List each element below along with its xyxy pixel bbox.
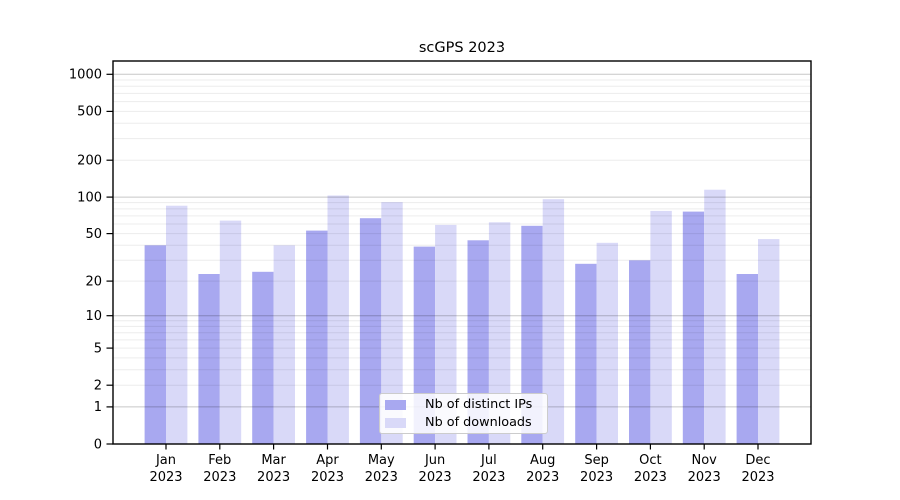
bar-downloads-apr: [327, 195, 349, 444]
bar-distinct-ips-dec: [736, 274, 758, 444]
bar-distinct-ips-mar: [252, 271, 274, 444]
y-tick-label-5: 5: [94, 341, 102, 356]
x-tick-label-sep: Sep 2023: [580, 453, 613, 485]
bar-distinct-ips-nov: [682, 211, 705, 444]
bar-downloads-dec: [758, 239, 780, 444]
y-tick-label-100: 100: [77, 190, 102, 205]
y-tick-label-1: 1: [94, 400, 102, 415]
bar-downloads-jun: [435, 224, 457, 444]
legend-item-downloads: Nb of downloads: [385, 414, 547, 432]
y-tick-label-200: 200: [77, 154, 102, 169]
bar-distinct-ips-feb: [198, 274, 220, 444]
axes-frame-layer: [112, 60, 812, 445]
y-tick-label-10: 10: [85, 309, 102, 324]
bar-downloads-may: [381, 202, 403, 444]
chart-legend: Nb of distinct IPs Nb of downloads: [379, 393, 548, 434]
x-tick-label-jul: Jul 2023: [472, 453, 505, 485]
x-tick-label-may: May 2023: [365, 453, 398, 485]
legend-swatch-downloads: [385, 417, 406, 428]
bar-downloads-jan: [166, 205, 188, 444]
y-tick-label-500: 500: [77, 105, 102, 120]
x-tick-label-dec: Dec 2023: [741, 453, 774, 485]
x-tick-label-oct: Oct 2023: [634, 453, 667, 485]
legend-swatch-distinct-ips: [385, 399, 406, 410]
bar-distinct-ips-may: [359, 218, 382, 444]
bar-distinct-ips-jan: [144, 245, 166, 444]
bar-downloads-feb: [219, 220, 242, 444]
x-tick-label-jun: Jun 2023: [419, 453, 452, 485]
bars-layer: [144, 189, 780, 444]
tick-labels-layer: 0 1 2 5 10 20 50 100 200 500 1000 Jan 2023 Feb 2023 Mar…: [69, 68, 775, 485]
x-tick-label-mar: Mar 2023: [257, 453, 290, 485]
x-tick-label-jan: Jan 2023: [149, 453, 182, 485]
bar-downloads-oct: [650, 210, 672, 444]
y-tick-label-20: 20: [85, 274, 102, 289]
chart-title: scGPS 2023: [419, 40, 505, 56]
legend-item-distinct-ips: Nb of distinct IPs: [385, 396, 547, 414]
x-tick-label-nov: Nov 2023: [688, 453, 721, 485]
bar-downloads-nov: [704, 189, 726, 444]
bar-downloads-aug: [542, 199, 565, 444]
y-tick-label-1000: 1000: [69, 68, 102, 83]
y-tick-label-50: 50: [85, 227, 102, 242]
plot-frame: [112, 60, 812, 445]
bar-distinct-ips-aug: [521, 225, 543, 444]
bar-distinct-ips-apr: [306, 230, 328, 444]
y-tick-label-2: 2: [94, 379, 102, 394]
x-tick-label-aug: Aug 2023: [526, 453, 559, 485]
ticks-layer: [106, 73, 759, 450]
legend-label-downloads: Nb of downloads: [425, 414, 532, 430]
gridlines-layer: [113, 73, 811, 408]
bar-downloads-mar: [273, 245, 295, 444]
x-tick-label-apr: Apr 2023: [311, 453, 344, 485]
y-tick-label-0: 0: [94, 437, 102, 452]
legend-label-distinct-ips: Nb of distinct IPs: [425, 396, 533, 412]
bar-distinct-ips-sep: [575, 263, 597, 444]
bar-downloads-sep: [596, 242, 618, 444]
bar-downloads-jul: [488, 222, 511, 444]
bar-distinct-ips-oct: [629, 260, 651, 444]
x-tick-label-feb: Feb 2023: [203, 453, 236, 485]
